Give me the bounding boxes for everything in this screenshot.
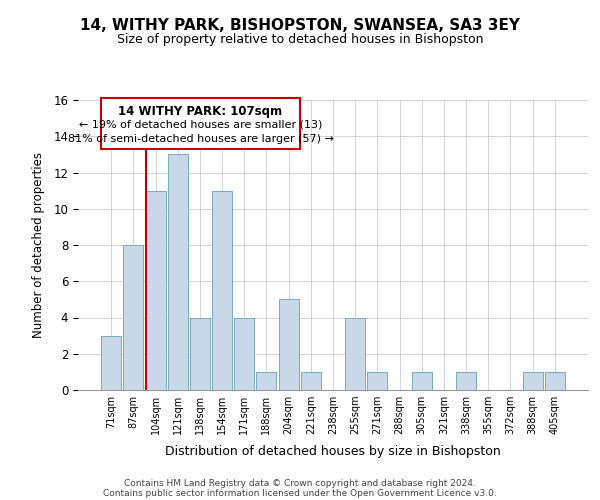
Text: Size of property relative to detached houses in Bishopston: Size of property relative to detached ho… (117, 32, 483, 46)
Bar (101, 336, 121, 390)
Bar (456, 372, 476, 390)
Bar (545, 372, 565, 390)
Bar (301, 372, 321, 390)
FancyBboxPatch shape (101, 98, 300, 149)
Bar (256, 372, 277, 390)
Bar (412, 372, 432, 390)
Bar (278, 300, 299, 390)
Bar (523, 372, 542, 390)
Bar (212, 190, 232, 390)
Text: 81% of semi-detached houses are larger (57) →: 81% of semi-detached houses are larger (… (68, 134, 334, 144)
Text: Contains public sector information licensed under the Open Government Licence v3: Contains public sector information licen… (103, 488, 497, 498)
Bar (168, 154, 188, 390)
X-axis label: Distribution of detached houses by size in Bishopston: Distribution of detached houses by size … (165, 446, 501, 458)
Bar (234, 318, 254, 390)
Text: 14, WITHY PARK, BISHOPSTON, SWANSEA, SA3 3EY: 14, WITHY PARK, BISHOPSTON, SWANSEA, SA3… (80, 18, 520, 32)
Text: Contains HM Land Registry data © Crown copyright and database right 2024.: Contains HM Land Registry data © Crown c… (124, 478, 476, 488)
Bar (190, 318, 210, 390)
Text: ← 19% of detached houses are smaller (13): ← 19% of detached houses are smaller (13… (79, 120, 322, 130)
Y-axis label: Number of detached properties: Number of detached properties (32, 152, 45, 338)
Bar (146, 190, 166, 390)
Bar (345, 318, 365, 390)
Bar (124, 245, 143, 390)
Bar (367, 372, 388, 390)
Text: 14 WITHY PARK: 107sqm: 14 WITHY PARK: 107sqm (118, 106, 283, 118)
